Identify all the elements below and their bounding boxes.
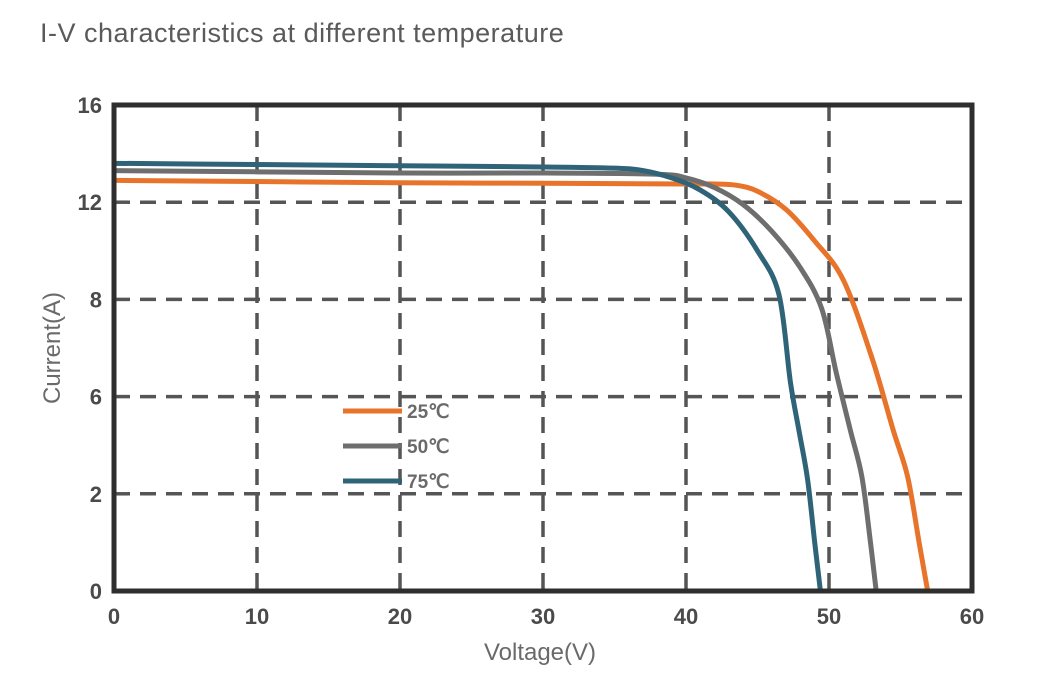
series-line-2 (113, 168, 879, 592)
x-tick-label: 50 (817, 604, 841, 629)
legend: 25℃ 50℃ 75℃ (343, 402, 449, 493)
legend-label: 50℃ (407, 437, 449, 458)
y-tick-label: 8 (90, 287, 102, 312)
y-axis-label: Current(A) (39, 292, 66, 404)
x-tick-label: 0 (108, 604, 120, 629)
chart-title: I-V characteristics at different tempera… (40, 18, 565, 48)
series-line-3 (113, 160, 823, 592)
legend-label: 75℃ (407, 472, 449, 493)
x-tick-label: 40 (674, 604, 698, 629)
series-layer (113, 160, 931, 592)
x-tick-label: 20 (388, 604, 412, 629)
x-tick-label: 30 (531, 604, 555, 629)
x-tick-label: 10 (245, 604, 269, 629)
y-tick-label: 6 (90, 385, 102, 410)
grid-layer (114, 105, 972, 591)
y-tick-label: 16 (78, 93, 102, 118)
series-line-1 (113, 177, 931, 592)
plot-frame (111, 102, 975, 594)
x-axis-label: Voltage(V) (484, 639, 596, 666)
tick-layer: 0 10 20 30 40 50 60 0 2 6 8 12 16 (78, 93, 985, 629)
x-tick-label: 60 (960, 604, 984, 629)
y-tick-label: 2 (90, 482, 102, 507)
y-tick-label: 0 (90, 579, 102, 604)
legend-label: 25℃ (407, 402, 449, 423)
y-tick-label: 12 (78, 190, 102, 215)
